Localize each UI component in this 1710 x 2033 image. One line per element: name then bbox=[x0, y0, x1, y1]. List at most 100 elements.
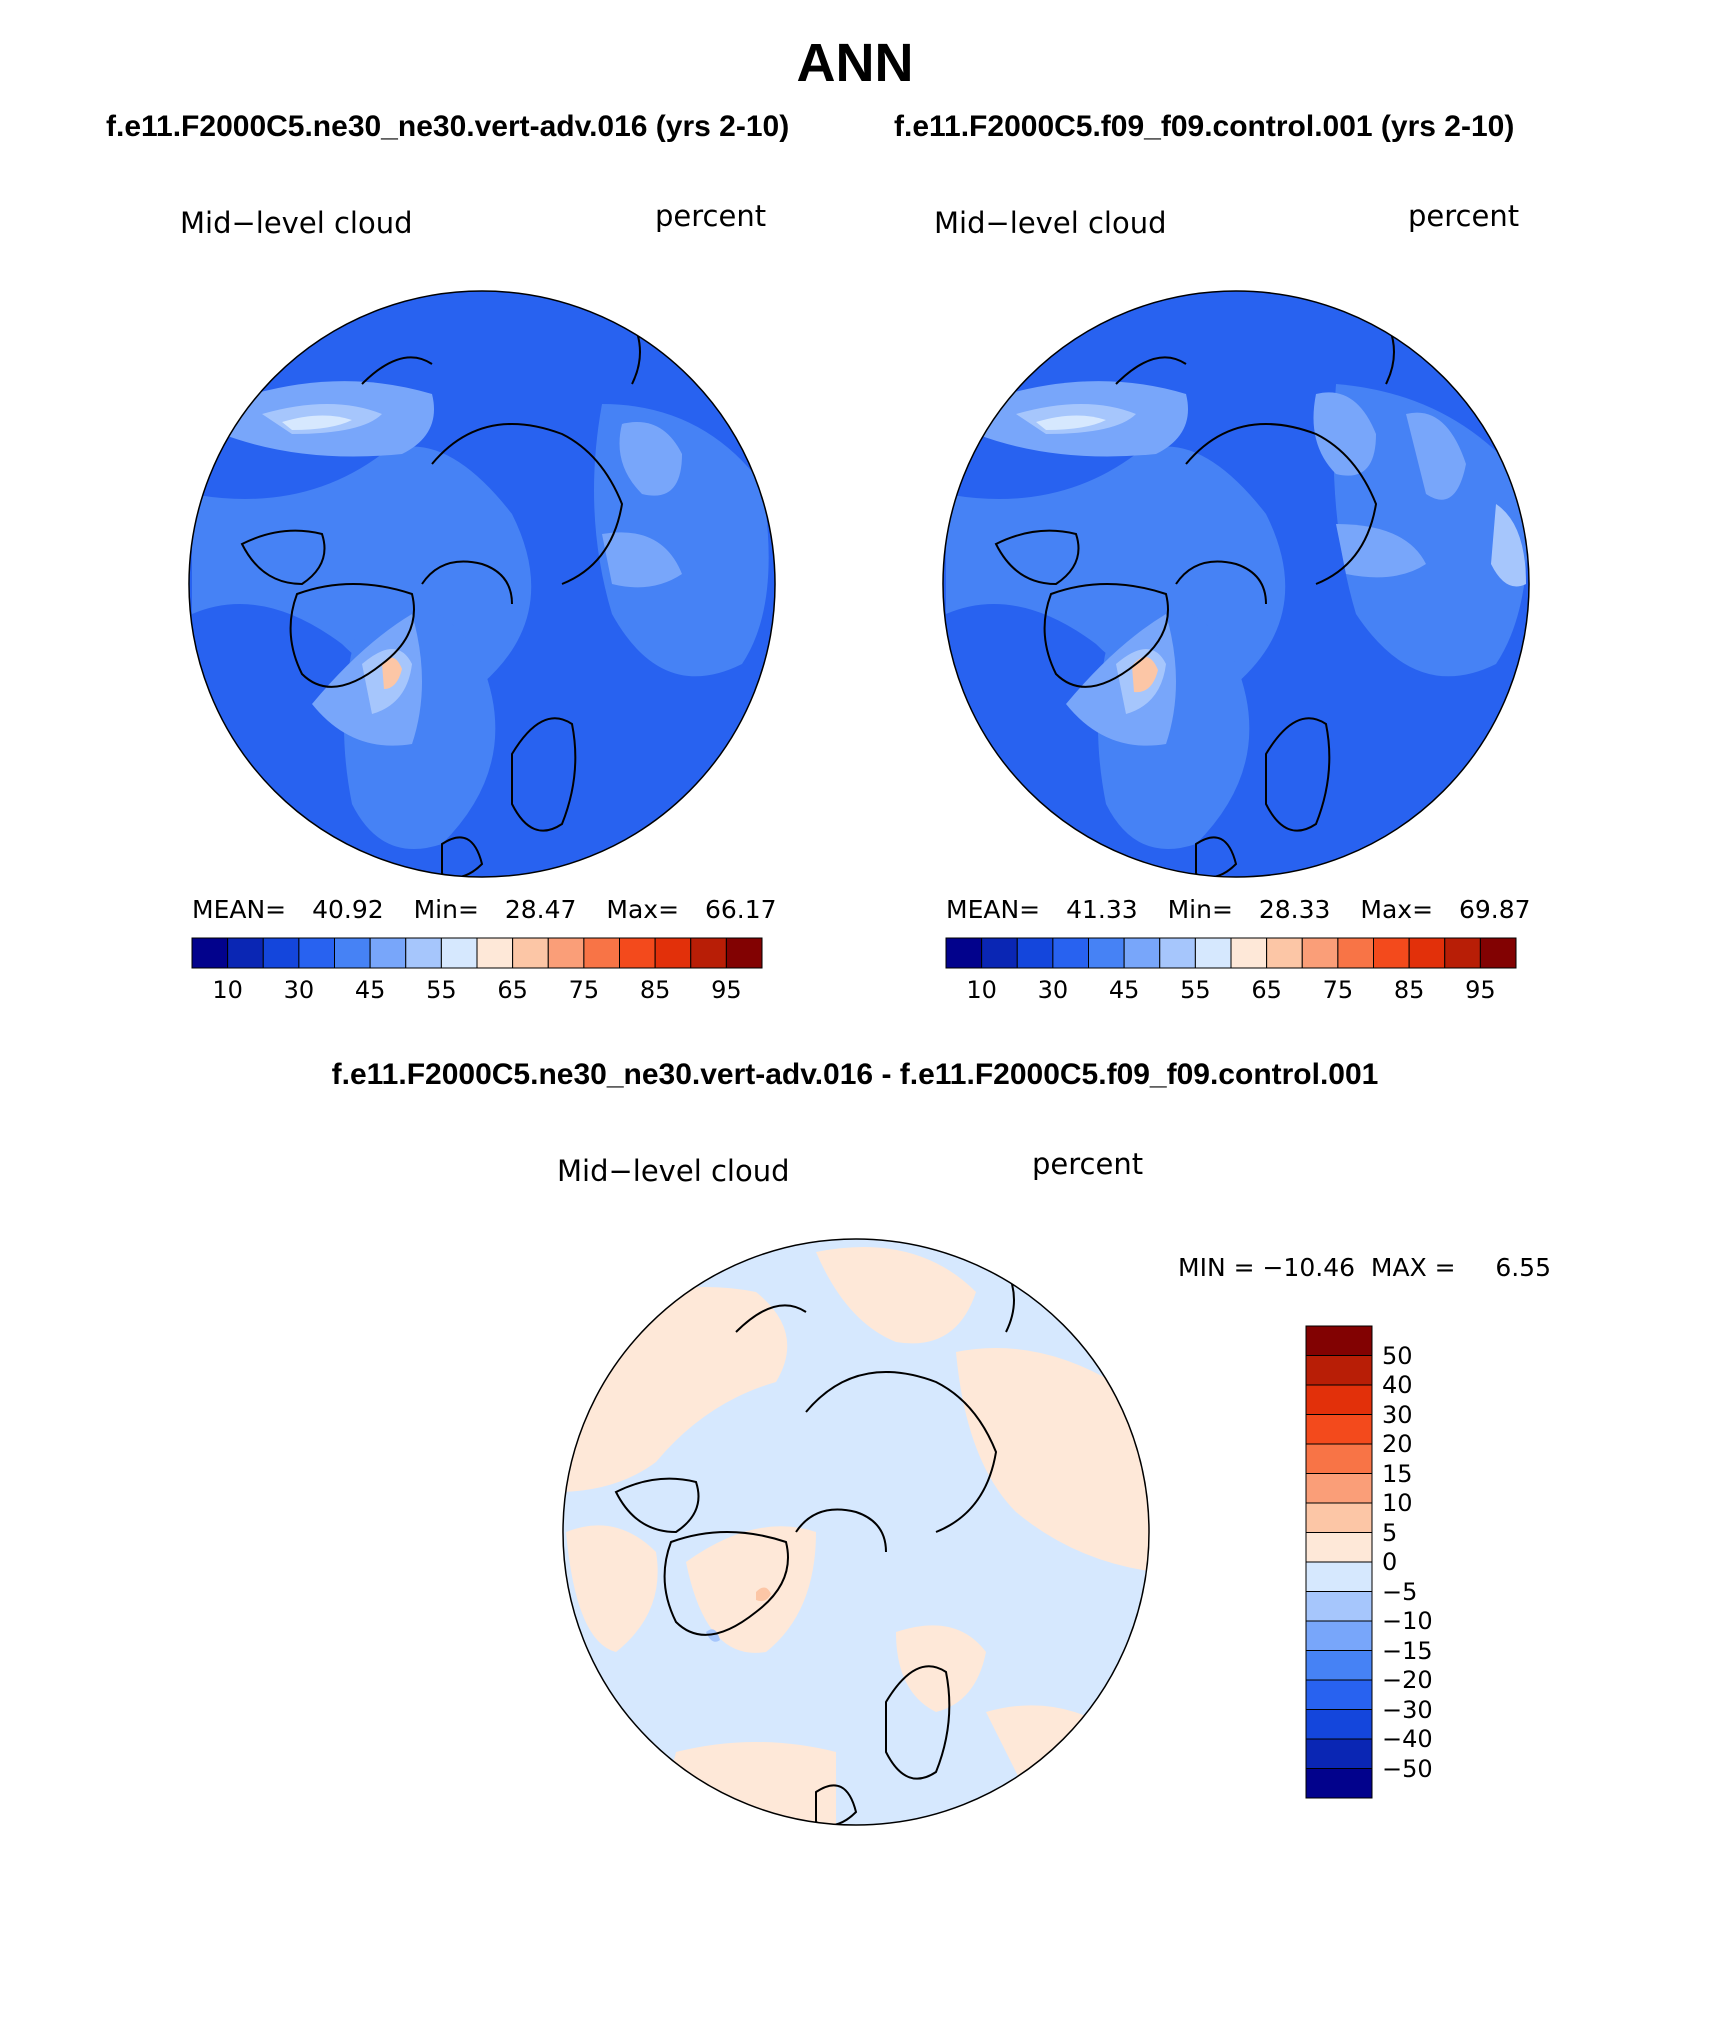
colorbar-swatch bbox=[191, 937, 229, 969]
colorbar-swatch bbox=[227, 937, 264, 969]
panel-1-case-title: f.e11.F2000C5.ne30_ne30.vert-adv.016 (yr… bbox=[106, 110, 790, 143]
colorbar-tick-label: 75 bbox=[568, 976, 600, 1004]
colorbar-swatch bbox=[1408, 937, 1446, 969]
colorbar-tick-label: 75 bbox=[1322, 976, 1354, 1004]
difference-colorbar bbox=[1305, 1325, 1373, 1799]
difference-title: f.e11.F2000C5.ne30_ne30.vert-adv.016 - f… bbox=[331, 1058, 1379, 1091]
legend-tick-label: 10 bbox=[1382, 1489, 1413, 1517]
legend-tick-label: −15 bbox=[1382, 1636, 1433, 1665]
panel-2-mean-value: 41.33 bbox=[1066, 895, 1138, 924]
colorbar-swatch bbox=[262, 937, 300, 969]
colorbar-swatch bbox=[512, 937, 549, 969]
colorbar-swatch bbox=[1088, 937, 1125, 969]
legend-tick-label: −10 bbox=[1382, 1607, 1433, 1635]
panel-1-mean-label: MEAN= bbox=[192, 895, 287, 924]
panel-2-min-value: 28.33 bbox=[1258, 895, 1331, 924]
colorbar-tick-label: 10 bbox=[212, 976, 243, 1004]
panel-1-max-value: 66.17 bbox=[705, 895, 777, 924]
legend-tick-label: 20 bbox=[1382, 1430, 1413, 1458]
legend-swatch bbox=[1305, 1502, 1373, 1533]
colorbar-tick-label: 65 bbox=[497, 976, 528, 1004]
legend-tick-label: −30 bbox=[1382, 1695, 1433, 1724]
colorbar-swatch bbox=[334, 937, 371, 969]
legend-tick-label: 15 bbox=[1382, 1459, 1413, 1488]
colorbar-tick-label: 65 bbox=[1251, 976, 1282, 1004]
colorbar-swatch bbox=[725, 937, 763, 969]
colorbar-tick-label: 30 bbox=[283, 976, 315, 1004]
legend-swatch bbox=[1305, 1620, 1373, 1651]
colorbar-tick-label: 45 bbox=[354, 976, 386, 1004]
legend-swatch bbox=[1305, 1591, 1373, 1622]
difference-colorbar-labels: 50 40 30 20 15 10 5 0 −5 −10 −15 −20 −30 −40 −50 bbox=[1382, 1325, 1502, 1799]
colorbar-swatch bbox=[440, 937, 478, 969]
colorbar-swatch bbox=[298, 937, 336, 969]
legend-tick-label: 30 bbox=[1382, 1400, 1413, 1429]
panel-1-units-label: percent bbox=[655, 199, 767, 233]
panel-1-mean-value: 40.92 bbox=[312, 895, 384, 924]
legend-tick-label: 0 bbox=[1382, 1548, 1398, 1576]
panel-1-max-label: Max= bbox=[606, 895, 680, 924]
legend-swatch bbox=[1305, 1768, 1373, 1799]
colorbar-tick-label: 85 bbox=[1393, 976, 1425, 1004]
colorbar-swatch bbox=[547, 937, 585, 969]
panel-2-max-label: Max= bbox=[1360, 895, 1434, 924]
panel-2-colorbar-labels: 10 30 45 55 65 75 85 95 bbox=[946, 976, 1516, 1006]
panel-2-variable-label: Mid−level cloud bbox=[934, 206, 1167, 240]
colorbar-swatch bbox=[476, 937, 514, 969]
panel-1-stats: MEAN= 40.92 Min= 28.47 Max= 66.17 bbox=[192, 895, 777, 924]
colorbar-swatch bbox=[1194, 937, 1232, 969]
colorbar-swatch bbox=[1016, 937, 1054, 969]
panel-2-mean-label: MEAN= bbox=[946, 895, 1041, 924]
colorbar-swatch bbox=[1373, 937, 1410, 969]
panel-1-colorbar bbox=[191, 937, 763, 969]
panel-1-polar-map bbox=[188, 290, 776, 878]
colorbar-tick-label: 95 bbox=[711, 976, 742, 1004]
colorbar-swatch bbox=[1301, 937, 1339, 969]
page-title: ANN bbox=[796, 33, 914, 93]
colorbar-swatch bbox=[1479, 937, 1517, 969]
colorbar-tick-label: 55 bbox=[1180, 976, 1211, 1004]
legend-swatch bbox=[1305, 1473, 1373, 1504]
legend-tick-label: −5 bbox=[1382, 1577, 1418, 1606]
colorbar-swatch bbox=[1337, 937, 1375, 969]
colorbar-swatch bbox=[1266, 937, 1303, 969]
legend-swatch bbox=[1305, 1709, 1373, 1740]
colorbar-swatch bbox=[945, 937, 983, 969]
legend-tick-label: 50 bbox=[1382, 1341, 1413, 1370]
legend-swatch bbox=[1305, 1532, 1373, 1563]
legend-swatch bbox=[1305, 1679, 1373, 1710]
difference-variable-label: Mid−level cloud bbox=[557, 1154, 790, 1188]
panel-2-stats: MEAN= 41.33 Min= 28.33 Max= 69.87 bbox=[946, 895, 1531, 924]
panel-2-units-label: percent bbox=[1408, 199, 1520, 233]
colorbar-swatch bbox=[690, 937, 727, 969]
legend-tick-label: −40 bbox=[1382, 1725, 1433, 1753]
colorbar-swatch bbox=[369, 937, 407, 969]
colorbar-tick-label: 45 bbox=[1108, 976, 1140, 1004]
legend-swatch bbox=[1305, 1443, 1373, 1474]
legend-swatch bbox=[1305, 1384, 1373, 1415]
difference-minmax: MIN = −10.46 MAX = 6.55 bbox=[1178, 1253, 1551, 1282]
colorbar-swatch bbox=[1052, 937, 1090, 969]
colorbar-swatch bbox=[619, 937, 656, 969]
legend-swatch bbox=[1305, 1561, 1373, 1592]
panel-1-colorbar-labels: 10 30 45 55 65 75 85 95 bbox=[192, 976, 762, 1006]
legend-tick-label: −20 bbox=[1382, 1666, 1433, 1694]
colorbar-tick-label: 10 bbox=[966, 976, 997, 1004]
colorbar-swatch bbox=[654, 937, 692, 969]
colorbar-swatch bbox=[583, 937, 621, 969]
difference-polar-map bbox=[562, 1238, 1150, 1826]
panel-2-min-label: Min= bbox=[1167, 895, 1233, 924]
legend-swatch bbox=[1305, 1738, 1373, 1769]
panel-2-colorbar bbox=[945, 937, 1517, 969]
legend-tick-label: −50 bbox=[1382, 1754, 1433, 1783]
legend-swatch bbox=[1305, 1355, 1373, 1386]
colorbar-swatch bbox=[1230, 937, 1268, 969]
colorbar-tick-label: 95 bbox=[1465, 976, 1496, 1004]
difference-units-label: percent bbox=[1032, 1147, 1144, 1181]
colorbar-swatch bbox=[1159, 937, 1196, 969]
panel-1-min-label: Min= bbox=[413, 895, 479, 924]
colorbar-swatch bbox=[1444, 937, 1481, 969]
colorbar-swatch bbox=[405, 937, 442, 969]
panel-1-min-value: 28.47 bbox=[504, 895, 577, 924]
panel-2-max-value: 69.87 bbox=[1459, 895, 1531, 924]
